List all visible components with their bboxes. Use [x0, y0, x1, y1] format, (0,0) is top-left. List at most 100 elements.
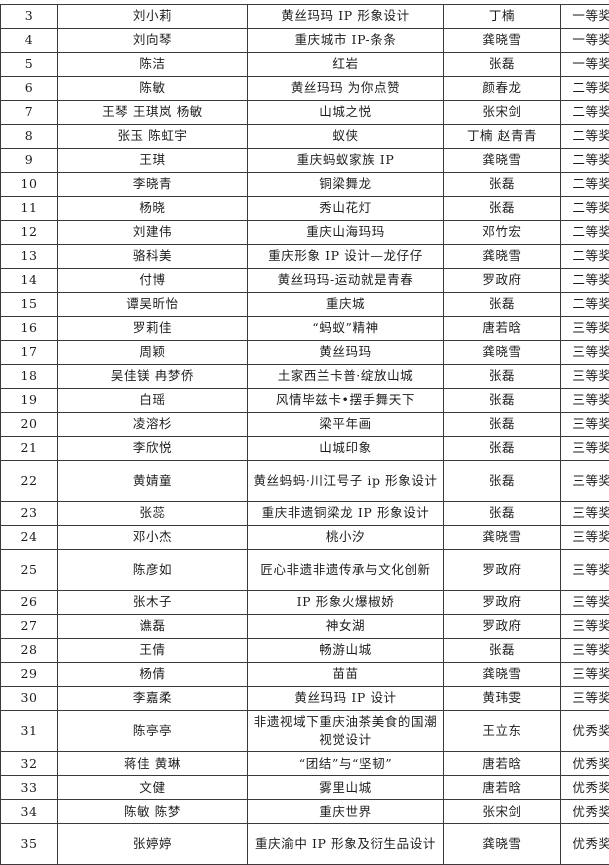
cell-title: 重庆形象 IP 设计—龙仔仔 [248, 245, 444, 269]
cell-award: 二等奖 [561, 293, 609, 317]
cell-author: 杨倩 [58, 663, 248, 687]
cell-index: 12 [1, 221, 58, 245]
cell-advisor: 罗政府 [444, 615, 561, 639]
cell-index: 18 [1, 365, 58, 389]
cell-award: 三等奖 [561, 615, 609, 639]
cell-award: 优秀奖 [561, 752, 609, 776]
cell-title: 秀山花灯 [248, 197, 444, 221]
cell-title: 重庆蚂蚁家族 IP [248, 149, 444, 173]
cell-author: 李晓青 [58, 173, 248, 197]
cell-award: 优秀奖 [561, 824, 609, 865]
cell-author: 吴佳镁 冉梦侨 [58, 365, 248, 389]
cell-award: 三等奖 [561, 389, 609, 413]
cell-author: 罗莉佳 [58, 317, 248, 341]
cell-title: 铜梁舞龙 [248, 173, 444, 197]
cell-author: 谯磊 [58, 615, 248, 639]
cell-award: 三等奖 [561, 550, 609, 591]
cell-author: 张木子 [58, 591, 248, 615]
cell-author: 陈亭亭 [58, 711, 248, 752]
cell-title: 神女湖 [248, 615, 444, 639]
cell-award: 二等奖 [561, 149, 609, 173]
cell-award: 三等奖 [561, 437, 609, 461]
cell-author: 白瑶 [58, 389, 248, 413]
cell-title: 黄丝玛玛 为你点赞 [248, 77, 444, 101]
cell-award: 二等奖 [561, 221, 609, 245]
cell-advisor: 张磊 [444, 389, 561, 413]
cell-index: 9 [1, 149, 58, 173]
cell-title: “蚂蚁”精神 [248, 317, 444, 341]
cell-title: IP 形象火爆椒娇 [248, 591, 444, 615]
cell-index: 32 [1, 752, 58, 776]
cell-advisor: 张磊 [444, 197, 561, 221]
cell-title: 重庆世界 [248, 800, 444, 824]
cell-index: 3 [1, 5, 58, 29]
cell-index: 30 [1, 687, 58, 711]
cell-author: 文健 [58, 776, 248, 800]
cell-author: 张蕊 [58, 502, 248, 526]
cell-author: 张婷婷 [58, 824, 248, 865]
cell-author: 李欣悦 [58, 437, 248, 461]
cell-award: 一等奖 [561, 29, 609, 53]
cell-title: 黄丝玛玛 [248, 341, 444, 365]
cell-advisor: 罗政府 [444, 269, 561, 293]
cell-award: 优秀奖 [561, 776, 609, 800]
cell-index: 14 [1, 269, 58, 293]
cell-title: 红岩 [248, 53, 444, 77]
cell-index: 5 [1, 53, 58, 77]
cell-index: 28 [1, 639, 58, 663]
cell-advisor: 张磊 [444, 461, 561, 502]
cell-index: 35 [1, 824, 58, 865]
cell-author: 陈彦如 [58, 550, 248, 591]
cell-award: 二等奖 [561, 245, 609, 269]
cell-author: 王倩 [58, 639, 248, 663]
cell-advisor: 张宋剑 [444, 800, 561, 824]
cell-advisor: 黄玮雯 [444, 687, 561, 711]
cell-award: 二等奖 [561, 125, 609, 149]
cell-author: 张玉 陈虹宇 [58, 125, 248, 149]
cell-award: 三等奖 [561, 687, 609, 711]
cell-award: 二等奖 [561, 173, 609, 197]
cell-index: 22 [1, 461, 58, 502]
cell-index: 11 [1, 197, 58, 221]
cell-index: 24 [1, 526, 58, 550]
cell-advisor: 邓竹宏 [444, 221, 561, 245]
cell-award: 优秀奖 [561, 711, 609, 752]
cell-author: 凌溶杉 [58, 413, 248, 437]
cell-author: 刘小莉 [58, 5, 248, 29]
cell-advisor: 唐若晗 [444, 317, 561, 341]
cell-title: 黄丝玛玛-运动就是青春 [248, 269, 444, 293]
cell-title: 非遗视域下重庆油茶美食的国潮视觉设计 [248, 711, 444, 752]
cell-award: 一等奖 [561, 53, 609, 77]
cell-index: 17 [1, 341, 58, 365]
cell-author: 邓小杰 [58, 526, 248, 550]
cell-author: 刘建伟 [58, 221, 248, 245]
cell-index: 25 [1, 550, 58, 591]
cell-title: 雾里山城 [248, 776, 444, 800]
cell-award: 三等奖 [561, 317, 609, 341]
cell-advisor: 龚晓雪 [444, 341, 561, 365]
cell-advisor: 罗政府 [444, 550, 561, 591]
cell-author: 蒋佳 黄琳 [58, 752, 248, 776]
cell-author: 刘向琴 [58, 29, 248, 53]
cell-title: 黄丝玛玛 IP 设计 [248, 687, 444, 711]
cell-index: 33 [1, 776, 58, 800]
cell-advisor: 丁楠 [444, 5, 561, 29]
